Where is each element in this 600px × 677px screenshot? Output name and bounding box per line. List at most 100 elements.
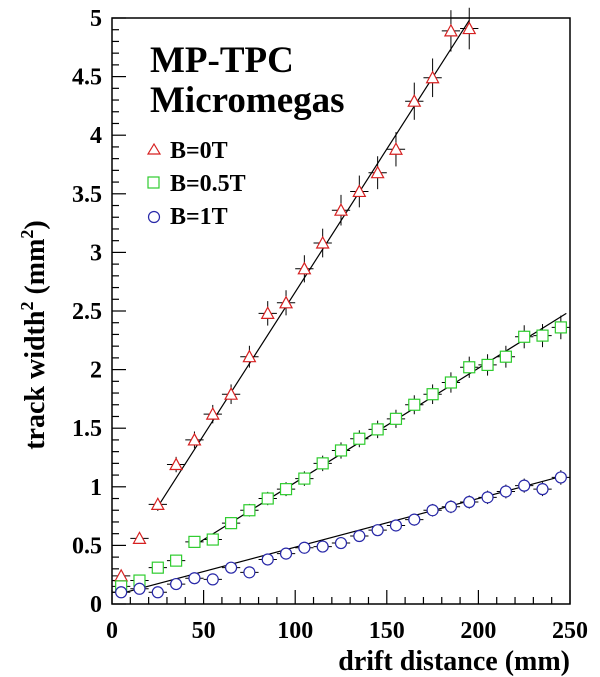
data-point	[276, 290, 296, 316]
y-axis-title-sup: 2	[17, 302, 37, 311]
data-point	[331, 194, 351, 226]
circle-marker	[133, 582, 146, 595]
data-point	[258, 301, 277, 326]
data-point	[551, 470, 570, 485]
data-point	[515, 325, 534, 349]
y-axis-title-unit-open: (mm	[20, 239, 51, 302]
data-point	[551, 315, 570, 340]
square-marker	[444, 376, 458, 389]
data-point	[460, 495, 479, 509]
data-point	[478, 354, 497, 376]
square-marker	[261, 492, 274, 505]
data-point	[350, 529, 369, 543]
circle-marker	[188, 572, 201, 585]
y-axis-title-main: track width	[20, 310, 51, 450]
x-tick-label: 0	[106, 618, 118, 644]
circle-marker	[298, 541, 311, 554]
square-marker	[279, 483, 293, 496]
data-point	[185, 572, 204, 585]
title-line-2: Micromegas	[150, 80, 345, 121]
triangle-marker	[187, 432, 202, 446]
circle-marker	[371, 524, 384, 537]
y-tick-label: 3.5	[72, 182, 102, 208]
data-point	[221, 517, 241, 530]
square-marker	[554, 321, 567, 334]
y-tick-label: 3	[90, 240, 102, 266]
triangle-marker	[279, 295, 294, 309]
data-point	[350, 430, 369, 448]
square-marker	[518, 330, 531, 343]
circle-marker	[536, 483, 549, 496]
triangle-marker	[462, 21, 477, 35]
data-point	[423, 384, 442, 405]
triangle-marker	[297, 261, 312, 275]
circle-marker	[444, 500, 458, 513]
triangle-marker	[352, 184, 367, 198]
circle-marker	[481, 491, 494, 504]
x-tick-label: 100	[277, 618, 313, 644]
circle-marker	[316, 540, 329, 553]
tick-labels: 0 50 100 150 200 250 0 0.5 1 1.5 2 2.5 3 3.5 4 4.5 5	[72, 6, 588, 644]
triangle-marker	[443, 23, 458, 37]
data-point	[496, 345, 516, 368]
square-marker	[298, 472, 311, 485]
circle-marker	[463, 495, 476, 509]
data-point	[258, 491, 277, 506]
square-marker	[151, 561, 164, 574]
circle-marker	[518, 479, 531, 492]
triangle-marker	[370, 165, 385, 179]
circle-marker	[170, 577, 183, 591]
data-point	[313, 228, 332, 258]
data-point	[295, 541, 314, 554]
triangle-marker	[205, 406, 220, 420]
y-axis-title-unit-sup: 2	[17, 230, 37, 239]
data-point	[441, 10, 461, 52]
y-tick-label: 1	[90, 475, 102, 501]
circle-marker	[279, 547, 293, 560]
data-point	[166, 577, 186, 591]
triangle-marker	[260, 306, 275, 319]
y-tick-label: 0	[90, 592, 102, 618]
square-marker	[170, 554, 183, 567]
data-point	[203, 404, 222, 424]
legend-marker-circle	[147, 210, 161, 224]
data-point	[331, 536, 351, 550]
circle-marker	[353, 529, 366, 543]
data-point	[148, 586, 167, 599]
data-point	[276, 547, 296, 560]
y-tick-label: 1.5	[72, 416, 102, 442]
circle-marker	[554, 471, 567, 484]
circle-marker	[499, 485, 512, 498]
data-point	[221, 384, 241, 405]
triangle-marker	[407, 93, 422, 107]
data-point	[130, 531, 149, 544]
data-point	[166, 554, 186, 567]
circle-marker	[151, 586, 164, 599]
data-point	[148, 497, 167, 511]
square-marker	[371, 423, 384, 436]
data-point	[423, 58, 442, 98]
title-line-1: MP-TPC	[150, 40, 294, 81]
circle-marker	[243, 566, 256, 579]
square-marker	[481, 358, 494, 372]
data-point	[405, 82, 424, 120]
data-point	[313, 455, 332, 472]
y-tick-label: 2	[90, 358, 102, 384]
data-points	[112, 7, 570, 599]
y-tick-label: 5	[90, 6, 102, 32]
legend-label-b05: B=0.5T	[170, 171, 246, 197]
y-tick-label: 0.5	[72, 533, 102, 559]
y-tick-label: 2.5	[72, 299, 102, 325]
data-point	[441, 372, 461, 393]
data-point	[478, 490, 497, 505]
x-tick-label: 50	[192, 618, 216, 644]
legend-label-b0: B=0T	[170, 138, 228, 164]
data-point	[112, 586, 131, 599]
data-point	[368, 156, 387, 190]
data-point	[460, 7, 479, 50]
circle-marker	[334, 536, 348, 550]
data-point	[240, 345, 259, 368]
data-point	[460, 356, 479, 378]
square-marker	[499, 350, 512, 363]
data-point	[148, 561, 167, 574]
